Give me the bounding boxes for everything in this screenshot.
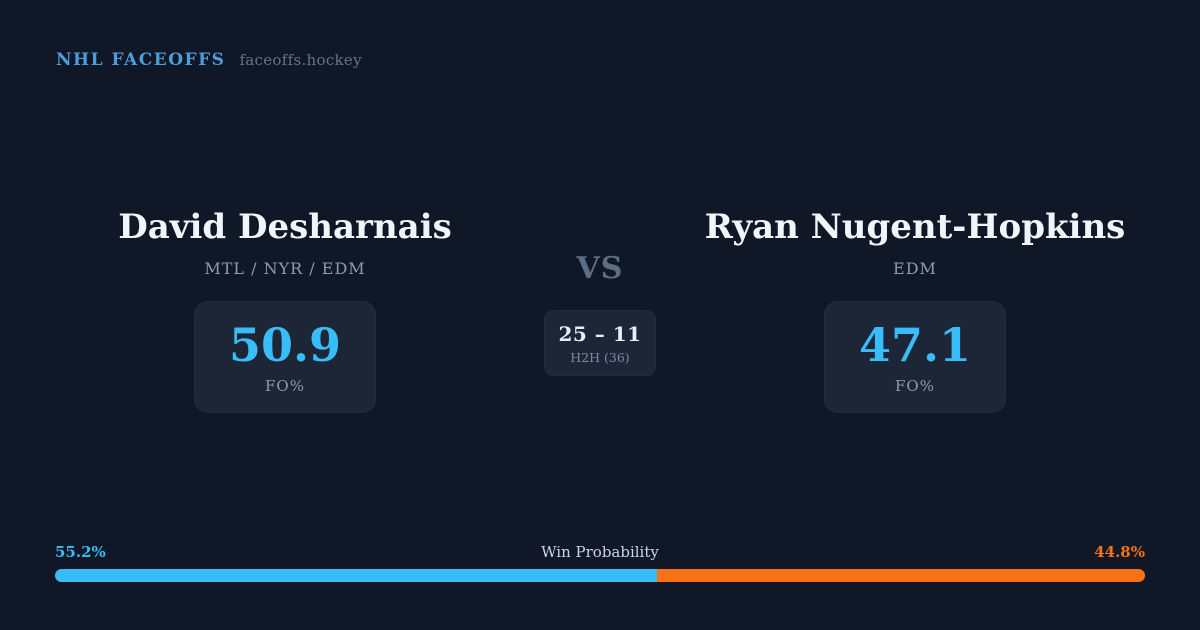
- player-left-stat-card: 50.9 FO%: [193, 300, 377, 414]
- win-prob-title: Win Probability: [541, 543, 659, 561]
- player-right-name: Ryan Nugent-Hopkins: [704, 207, 1126, 247]
- player-right-fo-label: FO%: [895, 377, 935, 396]
- brand-title: NHL FACEOFFS: [56, 50, 226, 70]
- player-right-teams: EDM: [893, 258, 937, 278]
- player-left-teams: MTL / NYR / EDM: [204, 258, 366, 278]
- player-right-stat-card: 47.1 FO%: [823, 300, 1007, 414]
- win-prob-fill-left: [55, 569, 657, 582]
- player-left-fo-label: FO%: [265, 377, 305, 396]
- win-prob-left-pct: 55.2%: [55, 543, 106, 561]
- site-url: faceoffs.hockey: [239, 51, 362, 69]
- win-prob-right-pct: 44.8%: [1094, 543, 1145, 561]
- player-left-name: David Desharnais: [118, 207, 452, 247]
- player-left: David Desharnais MTL / NYR / EDM 50.9 FO…: [60, 207, 510, 414]
- win-prob-labels: 55.2% Win Probability 44.8%: [55, 543, 1145, 561]
- vs-block: VS: [540, 251, 660, 286]
- win-prob-fill-right: [656, 569, 1145, 582]
- header: NHL FACEOFFS faceoffs.hockey: [56, 50, 362, 70]
- player-left-fo-pct: 50.9: [228, 317, 342, 372]
- player-right-fo-pct: 47.1: [858, 317, 972, 372]
- h2h-card: 25 – 11 H2H (36): [544, 310, 656, 376]
- h2h-record: 25 – 11: [558, 322, 642, 346]
- win-prob-bar: [55, 569, 1145, 582]
- vs-label: VS: [576, 251, 624, 286]
- h2h-label: H2H (36): [570, 350, 630, 365]
- player-right: Ryan Nugent-Hopkins EDM 47.1 FO%: [690, 207, 1140, 414]
